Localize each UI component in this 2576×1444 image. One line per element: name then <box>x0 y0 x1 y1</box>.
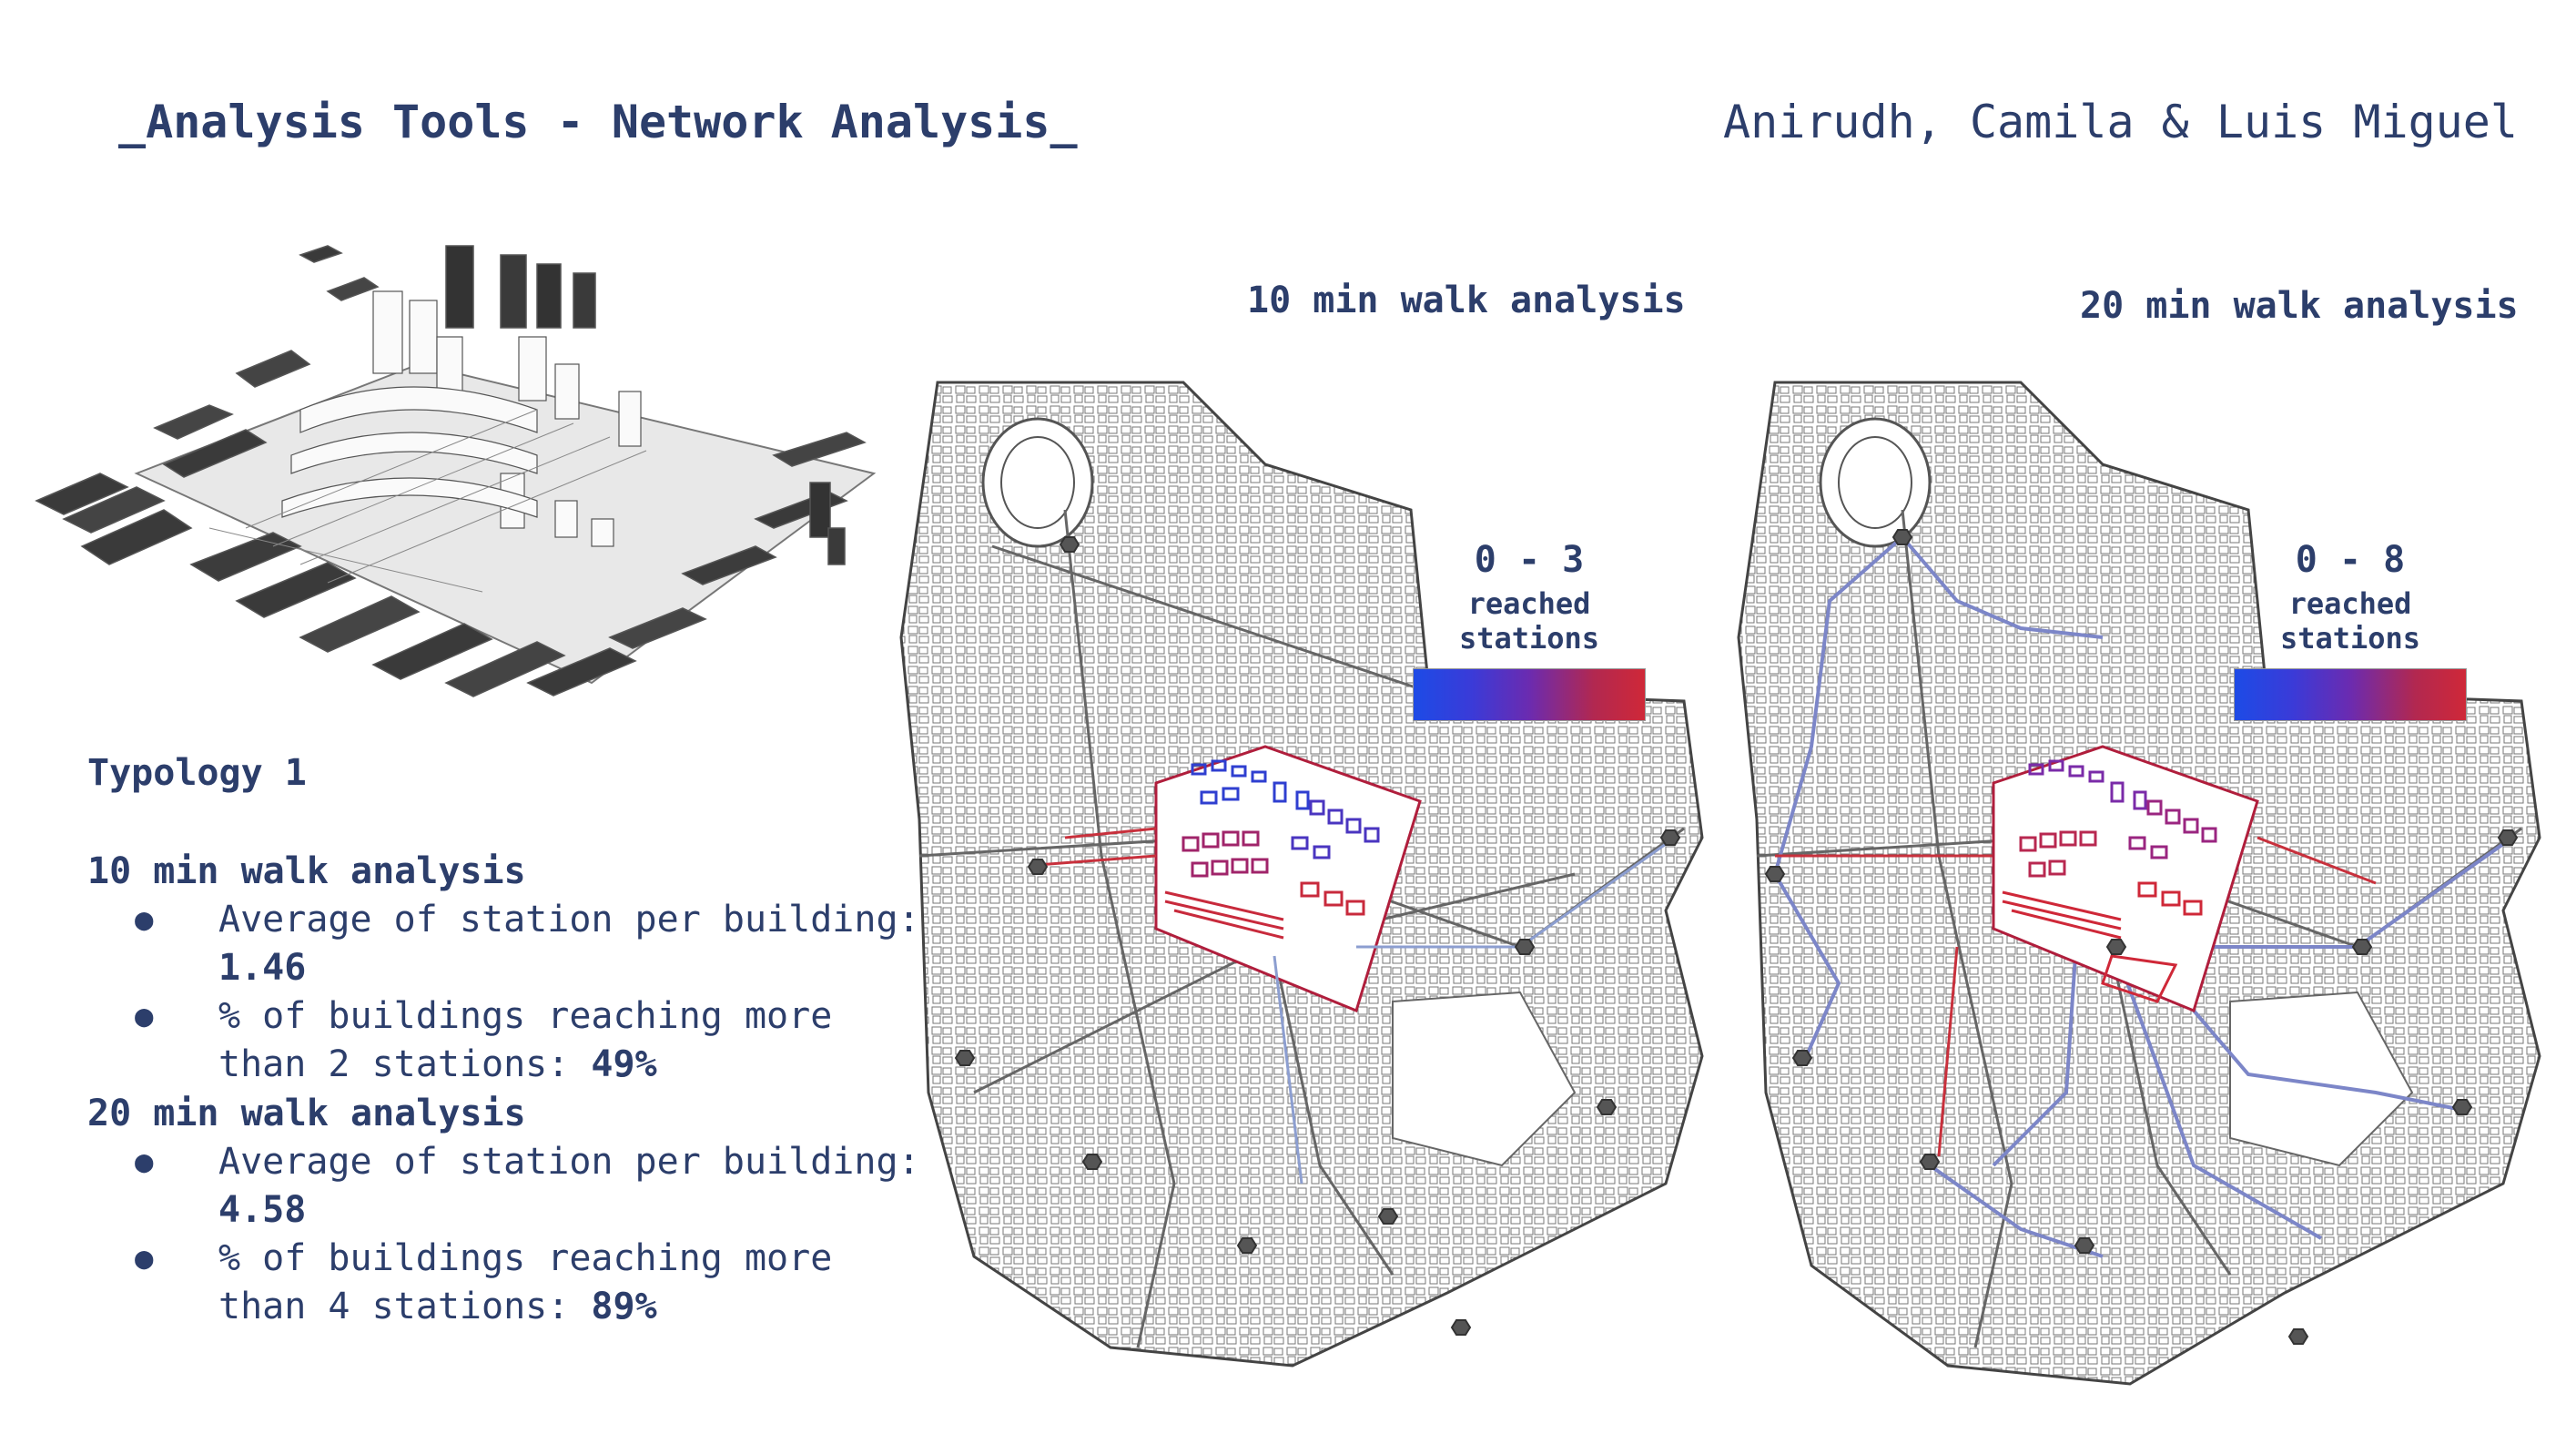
legend-range: 0 - 3 <box>1474 539 1585 581</box>
typology-heading: Typology 1 <box>87 752 307 794</box>
legend-10: 0 - 3 reached stations <box>1393 539 1666 721</box>
map-10 <box>899 381 1704 1368</box>
analysis-20-list: ● Average of station per building: 4.58 ●… <box>87 1138 925 1331</box>
analysis-10-heading: 10 min walk analysis <box>87 850 526 892</box>
list-item: ●% of buildings reaching more than 4 sta… <box>87 1235 925 1331</box>
legend-20: 0 - 8 reached stations <box>2214 539 2487 721</box>
avg-value: 4.58 <box>218 1189 307 1231</box>
legend-gradient <box>2234 668 2467 721</box>
percent-value: 89% <box>591 1286 657 1327</box>
map-20-title: 20 min walk analysis <box>2080 285 2519 327</box>
bullet-icon: ● <box>135 901 154 938</box>
list-item: ●% of buildings reaching more than 2 sta… <box>87 992 925 1089</box>
axonometric-model <box>35 245 877 697</box>
analysis-panel: Typology 1 10 min walk analysis ● Average… <box>87 748 925 1331</box>
legend-label: reached stations <box>1458 586 1600 656</box>
avg-value: 1.46 <box>218 947 307 989</box>
page-title: _Analysis Tools - Network Analysis_ <box>118 96 1078 148</box>
legend-label: reached stations <box>2279 586 2421 656</box>
percent-value: 49% <box>591 1043 657 1085</box>
analysis-20-heading: 20 min walk analysis <box>87 1093 526 1134</box>
bullet-icon: ● <box>135 1240 154 1276</box>
analysis-10-list: ● Average of station per building: 1.46 ●… <box>87 896 925 1089</box>
list-item: ● Average of station per building: 1.46 <box>87 896 925 992</box>
bullet-icon: ● <box>135 1144 154 1180</box>
map-10-title: 10 min walk analysis <box>1247 280 1686 321</box>
legend-range: 0 - 8 <box>2295 539 2406 581</box>
legend-gradient <box>1413 668 1646 721</box>
map-20 <box>1737 381 2541 1386</box>
bullet-icon: ● <box>135 998 154 1034</box>
list-item: ● Average of station per building: 4.58 <box>87 1138 925 1235</box>
authors: Anirudh, Camila & Luis Miguel <box>1723 96 2518 148</box>
